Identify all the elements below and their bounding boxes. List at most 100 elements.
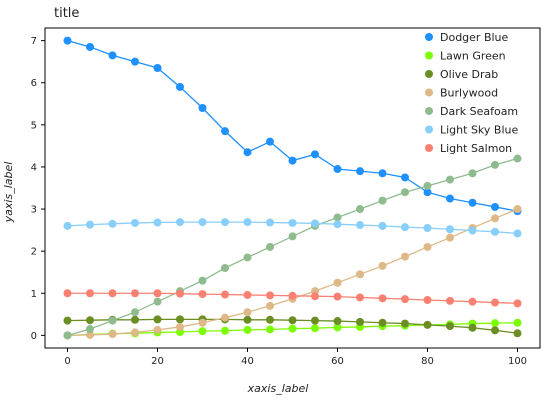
data-point-burlywood (221, 313, 229, 322)
data-point-dark-seafoam (513, 154, 522, 163)
data-point-light-salmon (243, 290, 252, 299)
data-point-dark-seafoam (266, 242, 274, 251)
data-point-burlywood (378, 261, 387, 270)
data-point-light-salmon (153, 289, 162, 298)
data-point-light-sky-blue (491, 227, 499, 236)
data-point-lawn-green (288, 324, 297, 333)
data-point-dark-seafoam (423, 181, 432, 190)
data-point-dark-seafoam (356, 205, 364, 214)
data-point-burlywood (198, 318, 207, 327)
plot-area (63, 36, 522, 340)
data-point-dark-seafoam (86, 325, 94, 334)
data-point-dodger-blue (198, 104, 207, 112)
data-point-light-salmon (131, 289, 139, 298)
data-point-dark-seafoam (108, 316, 117, 325)
data-point-dodger-blue (266, 137, 274, 146)
data-point-dark-seafoam (131, 308, 139, 317)
legend-marker-olive-drab (425, 70, 433, 78)
data-point-olive-drab (243, 315, 252, 324)
data-point-olive-drab (468, 323, 477, 332)
data-point-olive-drab (311, 316, 319, 325)
data-point-burlywood (513, 205, 522, 214)
legend-marker-light-sky-blue (425, 125, 433, 134)
legend-marker-light-salmon (425, 144, 433, 152)
data-point-olive-drab (153, 315, 162, 324)
chart-title: title (54, 6, 79, 21)
data-point-dodger-blue (333, 165, 342, 174)
y-tick-label: 3 (31, 205, 37, 216)
legend-marker-dodger-blue (425, 33, 433, 41)
data-point-lawn-green (266, 325, 274, 334)
legend-label-olive-drab: Olive Drab (440, 68, 498, 81)
data-point-light-salmon (221, 290, 229, 299)
legend-marker-lawn-green (425, 51, 433, 60)
data-point-burlywood (131, 328, 139, 337)
data-point-dodger-blue (446, 194, 454, 203)
data-point-lawn-green (311, 324, 319, 333)
legend-label-dodger-blue: Dodger Blue (440, 31, 509, 44)
data-point-burlywood (333, 278, 342, 287)
data-point-olive-drab (131, 315, 139, 324)
data-point-olive-drab (333, 317, 342, 326)
legend-label-lawn-green: Lawn Green (440, 50, 506, 63)
data-point-light-salmon (401, 295, 409, 304)
data-point-light-sky-blue (401, 223, 409, 232)
data-point-olive-drab (378, 318, 387, 327)
data-point-light-salmon (63, 289, 72, 298)
data-point-lawn-green (198, 327, 207, 336)
y-tick-label: 1 (31, 289, 37, 300)
data-point-light-sky-blue (176, 218, 184, 227)
data-point-dodger-blue (378, 169, 387, 178)
data-point-light-salmon (176, 289, 184, 298)
data-point-burlywood (153, 325, 162, 334)
data-point-light-sky-blue (311, 219, 319, 228)
data-point-light-sky-blue (378, 221, 387, 230)
data-point-light-sky-blue (153, 218, 162, 227)
x-tick-label: 80 (421, 356, 434, 367)
data-point-dodger-blue (243, 148, 252, 157)
legend-marker-dark-seafoam (425, 107, 433, 115)
data-point-dodger-blue (221, 127, 229, 136)
data-point-dark-seafoam (378, 196, 387, 205)
data-point-light-sky-blue (243, 218, 252, 227)
data-point-light-salmon (311, 292, 319, 301)
y-tick-label: 6 (31, 78, 37, 89)
data-point-dodger-blue (356, 167, 364, 176)
data-point-light-salmon (491, 298, 499, 307)
data-point-light-sky-blue (446, 225, 454, 234)
x-tick-label: 20 (151, 356, 164, 367)
y-tick-label: 2 (31, 247, 37, 258)
data-point-olive-drab (288, 316, 297, 325)
data-point-light-salmon (333, 292, 342, 301)
x-tick-label: 40 (241, 356, 254, 367)
data-point-dodger-blue (108, 51, 117, 60)
data-point-burlywood (423, 242, 432, 251)
data-point-dodger-blue (176, 82, 184, 91)
data-point-burlywood (108, 330, 117, 339)
data-point-light-sky-blue (356, 221, 364, 230)
data-point-light-salmon (446, 296, 454, 305)
legend-label-dark-seafoam: Dark Seafoam (440, 105, 518, 118)
data-point-lawn-green (243, 325, 252, 334)
data-point-dark-seafoam (446, 175, 454, 184)
data-point-burlywood (266, 301, 274, 310)
data-point-olive-drab (266, 315, 274, 324)
data-point-light-sky-blue (423, 224, 432, 232)
data-point-light-sky-blue (221, 218, 229, 227)
data-point-light-salmon (198, 290, 207, 299)
data-point-burlywood (401, 252, 409, 261)
x-tick-label: 0 (64, 356, 70, 367)
data-point-light-sky-blue (468, 226, 477, 235)
data-point-light-salmon (378, 294, 387, 303)
data-point-light-sky-blue (198, 218, 207, 227)
data-point-light-sky-blue (288, 218, 297, 227)
data-point-light-sky-blue (131, 218, 139, 227)
data-point-dodger-blue (491, 202, 499, 211)
data-point-olive-drab (446, 322, 454, 331)
data-point-olive-drab (401, 319, 409, 328)
data-point-light-sky-blue (266, 218, 274, 227)
data-point-burlywood (356, 270, 364, 279)
y-tick-label: 4 (31, 162, 37, 173)
data-point-dark-seafoam (63, 331, 72, 340)
data-point-light-salmon (423, 296, 432, 304)
